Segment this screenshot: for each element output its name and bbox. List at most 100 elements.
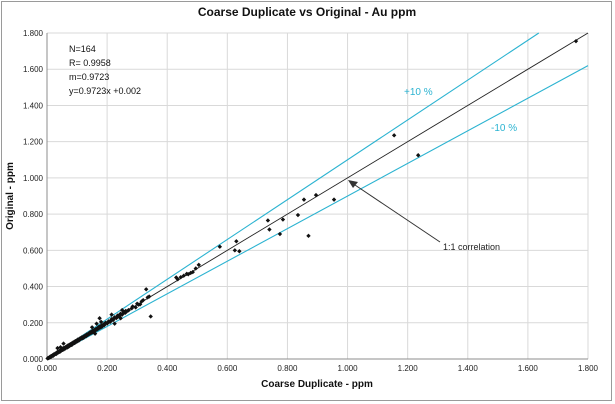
data-point bbox=[331, 197, 337, 202]
data-point bbox=[126, 307, 131, 313]
minus-10-label: -10 % bbox=[491, 123, 517, 134]
data-point bbox=[139, 299, 144, 304]
data-point bbox=[190, 269, 195, 275]
x-tick-label: 1.200 bbox=[398, 364, 419, 373]
data-point bbox=[234, 239, 239, 244]
data-point bbox=[188, 270, 193, 276]
minus-10-line bbox=[46, 65, 589, 360]
data-point bbox=[277, 231, 283, 237]
data-point bbox=[63, 345, 68, 351]
data-point bbox=[133, 305, 138, 310]
data-point bbox=[148, 314, 153, 319]
data-point bbox=[66, 344, 71, 349]
data-point bbox=[306, 233, 311, 239]
y-tick-label: 1.200 bbox=[23, 138, 44, 147]
data-point bbox=[69, 342, 74, 348]
y-tick-label: 0.200 bbox=[23, 319, 44, 328]
data-point bbox=[146, 294, 152, 299]
data-point bbox=[129, 306, 134, 311]
data-point bbox=[78, 335, 83, 341]
data-point bbox=[97, 316, 102, 321]
y-tick-label: 1.000 bbox=[23, 174, 44, 183]
data-point bbox=[94, 321, 99, 326]
y-tick-label: 0.600 bbox=[23, 246, 44, 255]
y-tick-label: 0.000 bbox=[23, 355, 44, 364]
data-point bbox=[217, 244, 223, 249]
data-point bbox=[112, 321, 117, 326]
stats-box: N=164 R= 0.9958 m=0.9723 y=0.9723x +0.00… bbox=[69, 44, 141, 96]
data-point bbox=[111, 316, 116, 321]
x-tick-label: 0.000 bbox=[37, 364, 58, 373]
data-point bbox=[295, 212, 301, 218]
data-point bbox=[415, 153, 421, 158]
data-point bbox=[123, 308, 128, 314]
gridlines bbox=[47, 32, 589, 359]
correlation-annotation: 1:1 correlation bbox=[348, 180, 500, 252]
data-point bbox=[93, 327, 98, 333]
x-tick-label: 1.400 bbox=[458, 364, 479, 373]
y-tick-label: 0.800 bbox=[23, 210, 44, 219]
data-point bbox=[313, 192, 319, 198]
stat-n: N=164 bbox=[69, 44, 96, 54]
data-points bbox=[45, 38, 579, 361]
x-axis-title: Coarse Duplicate - ppm bbox=[261, 379, 373, 390]
x-tick-label: 1.600 bbox=[518, 364, 539, 373]
y-tick-label: 0.400 bbox=[23, 283, 44, 292]
data-point bbox=[181, 273, 186, 278]
data-point bbox=[89, 325, 95, 330]
annotation-arrowhead bbox=[348, 180, 358, 188]
data-point bbox=[237, 249, 242, 254]
data-point bbox=[265, 218, 271, 223]
x-tick-label: 0.400 bbox=[157, 364, 178, 373]
data-point bbox=[61, 341, 66, 346]
data-point bbox=[98, 319, 104, 325]
data-point bbox=[178, 274, 183, 280]
data-point bbox=[54, 351, 59, 356]
x-tick-label: 1.000 bbox=[338, 364, 359, 373]
data-point bbox=[573, 38, 579, 44]
data-point bbox=[391, 133, 397, 138]
x-tick-label: 0.800 bbox=[277, 364, 298, 373]
data-point bbox=[99, 324, 104, 329]
data-point bbox=[96, 324, 101, 330]
data-point bbox=[90, 329, 95, 335]
data-point bbox=[105, 320, 110, 325]
stat-equation: y=0.9723x +0.002 bbox=[69, 86, 141, 96]
data-point bbox=[118, 316, 123, 321]
y-tick-label: 1.800 bbox=[23, 29, 44, 38]
data-point bbox=[84, 333, 89, 338]
data-point bbox=[57, 349, 62, 354]
data-point bbox=[301, 197, 307, 202]
data-point bbox=[87, 330, 92, 335]
data-point bbox=[196, 262, 201, 268]
x-tick-label: 0.200 bbox=[97, 364, 118, 373]
data-point bbox=[81, 335, 86, 340]
stat-r: R= 0.9958 bbox=[69, 58, 111, 68]
data-point bbox=[267, 227, 272, 232]
data-point bbox=[174, 275, 179, 280]
x-tick-label: 0.600 bbox=[217, 364, 238, 373]
data-point bbox=[175, 277, 180, 282]
data-point bbox=[193, 266, 198, 271]
data-point bbox=[232, 248, 238, 253]
x-tick-label: 1.800 bbox=[578, 364, 599, 373]
data-point bbox=[120, 311, 125, 316]
data-point bbox=[114, 315, 119, 320]
data-point bbox=[108, 318, 113, 324]
data-point bbox=[51, 353, 56, 358]
data-point bbox=[117, 312, 122, 317]
data-point bbox=[109, 312, 114, 317]
y-axis-title: Original - ppm bbox=[5, 162, 16, 230]
data-point bbox=[75, 338, 80, 344]
data-point bbox=[55, 345, 60, 351]
data-point bbox=[280, 217, 286, 222]
plus-10-line bbox=[46, 32, 540, 360]
data-point bbox=[136, 302, 141, 307]
data-point bbox=[119, 307, 125, 313]
annotation-arrow-line bbox=[351, 182, 441, 243]
annotation-label: 1:1 correlation bbox=[443, 242, 500, 252]
chart-title: Coarse Duplicate vs Original - Au ppm bbox=[198, 5, 416, 19]
